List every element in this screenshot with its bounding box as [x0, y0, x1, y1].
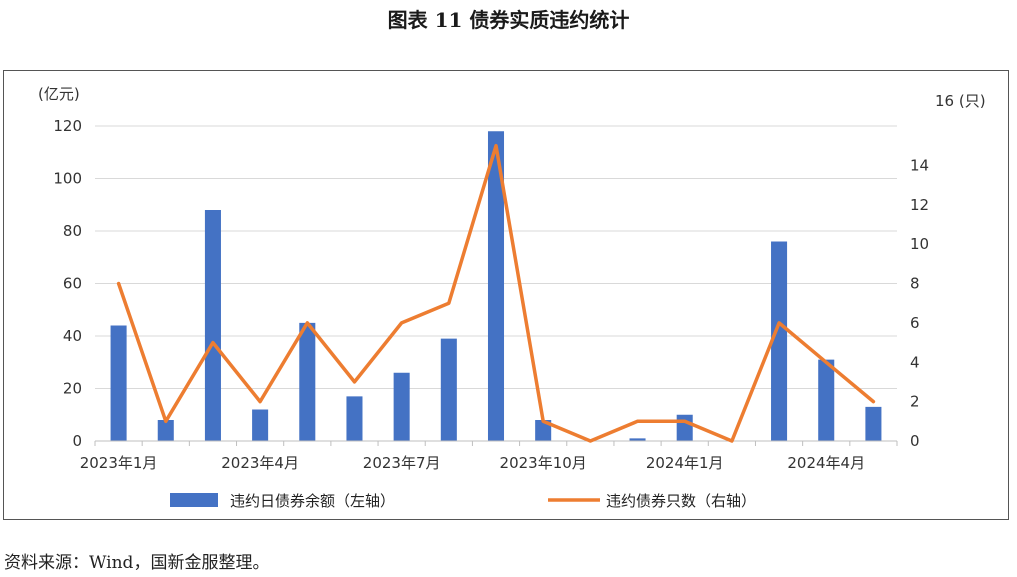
left-tick-label: 0	[72, 432, 82, 450]
x-tick-label: 2023年10月	[500, 454, 587, 472]
bar	[346, 396, 363, 441]
bar	[157, 420, 174, 441]
left-tick-label: 40	[63, 327, 82, 345]
x-tick-label: 2023年4月	[221, 454, 299, 472]
legend: 违约日债券余额（左轴） 违约债券只数（右轴）	[170, 492, 756, 510]
left-tick-label: 60	[63, 275, 82, 293]
bar	[535, 420, 552, 441]
bar	[440, 338, 457, 441]
x-axis-ticks: 2023年1月 2023年4月 2023年7月 2023年10月 2024年1月 2024…	[80, 454, 865, 472]
right-tick-label: 12	[910, 196, 929, 214]
right-tick-label: 0	[910, 432, 920, 450]
bar	[252, 409, 269, 441]
bar	[629, 438, 646, 441]
bar	[110, 325, 127, 441]
right-tick-label: 4	[910, 353, 920, 371]
bar	[771, 241, 788, 441]
bar	[393, 372, 410, 441]
x-axis	[94, 440, 898, 446]
right-tick-label: 10	[910, 235, 929, 253]
bar	[299, 322, 316, 441]
figure-title: 图表 11 债券实质违约统计	[387, 8, 630, 32]
right-tick-label: 8	[910, 275, 920, 293]
bar	[865, 406, 882, 441]
x-tick-label: 2024年4月	[787, 454, 865, 472]
series-line	[116, 143, 876, 443]
left-axis-unit: (亿元)	[38, 85, 80, 103]
legend-bar-swatch	[170, 493, 218, 507]
chart-frame	[3, 70, 1009, 520]
left-tick-label: 120	[53, 117, 82, 135]
line-series	[116, 143, 876, 443]
legend-line-label: 违约债券只数（右轴）	[606, 492, 756, 510]
right-axis-ticks: 0 2 4 6 8 10 12 14	[910, 156, 929, 450]
legend-bar-label: 违约日债券余额（左轴）	[230, 492, 395, 510]
bar	[487, 131, 505, 441]
left-axis-ticks: 0 20 40 60 80 100 120	[53, 117, 82, 450]
right-tick-label: 6	[910, 314, 920, 332]
x-tick-label: 2023年1月	[80, 454, 158, 472]
left-tick-label: 100	[53, 170, 82, 188]
bar-series	[110, 131, 882, 441]
bar	[676, 414, 693, 441]
right-tick-label: 14	[910, 156, 929, 174]
source-note: 资料来源：Wind，国新金服整理。	[4, 553, 270, 573]
right-axis-unit: 16 (只)	[935, 92, 986, 110]
bar	[204, 210, 221, 441]
left-tick-label: 80	[63, 222, 82, 240]
x-tick-label: 2023年7月	[363, 454, 441, 472]
left-tick-label: 20	[63, 380, 82, 398]
x-tick-label: 2024年1月	[646, 454, 724, 472]
bar	[818, 359, 835, 441]
right-tick-label: 2	[910, 393, 920, 411]
